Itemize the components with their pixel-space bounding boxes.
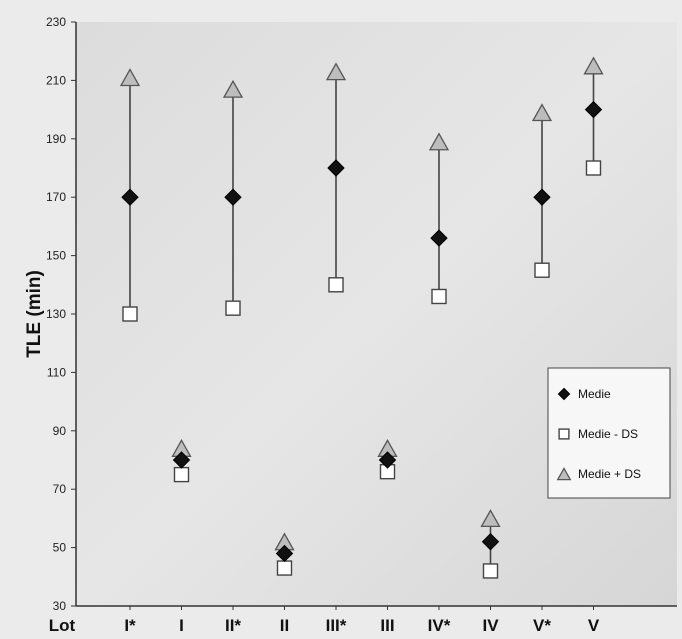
legend-marker-diamond <box>557 387 571 401</box>
legend-label: Medie + DS <box>578 467 641 481</box>
data-point-triangle <box>531 103 553 122</box>
x-axis-prefix: Lot <box>49 616 76 635</box>
legend-label: Medie - DS <box>578 427 638 441</box>
plot-area-group <box>76 22 677 606</box>
data-point-square <box>482 563 499 579</box>
legend-label: Medie <box>578 387 611 401</box>
x-tick-label: III* <box>326 616 347 635</box>
y-tick-label: 30 <box>53 599 67 613</box>
data-point-triangle <box>480 509 501 528</box>
data-point-diamond <box>584 100 603 119</box>
y-tick-label: 210 <box>46 73 66 87</box>
data-point-diamond <box>533 188 551 206</box>
y-tick-label: 230 <box>46 15 66 29</box>
data-point-square <box>173 466 190 483</box>
data-point-triangle <box>428 132 450 151</box>
legend: Medie Medie - DS Medie + DS <box>547 367 671 499</box>
data-point-diamond <box>121 188 139 206</box>
x-tick-label: IV* <box>428 616 451 635</box>
legend-marker-square <box>558 428 570 440</box>
x-tick-label: I <box>179 616 184 635</box>
data-point-square <box>122 306 138 322</box>
x-tick-label: III <box>380 616 394 635</box>
data-point-square <box>276 560 293 576</box>
data-point-diamond <box>481 533 500 551</box>
data-point-triangle <box>119 68 141 87</box>
data-point-diamond <box>378 451 397 469</box>
data-point-triangle <box>325 62 347 81</box>
y-axis-title: TLE (min) <box>24 270 45 358</box>
data-point-diamond <box>172 451 191 469</box>
y-tick-label: 150 <box>46 249 66 263</box>
data-point-diamond <box>327 159 345 177</box>
data-point-diamond <box>224 188 242 206</box>
y-tick-label: 110 <box>47 365 66 379</box>
x-tick-label: IV <box>482 616 499 635</box>
data-point-square <box>328 277 344 293</box>
markers-group <box>119 56 604 579</box>
data-point-square <box>585 160 602 176</box>
x-tick-label: V* <box>533 616 551 635</box>
y-tick-label: 70 <box>53 482 67 496</box>
data-point-triangle <box>222 79 244 98</box>
data-point-diamond <box>275 544 294 563</box>
data-point-square <box>534 262 550 278</box>
x-tick-label: I* <box>124 616 136 635</box>
x-tick-label: II* <box>225 616 241 635</box>
x-tick-label: II <box>280 616 289 635</box>
plot-area <box>76 22 677 606</box>
data-point-triangle <box>583 56 604 75</box>
y-tick-label: 50 <box>53 541 67 555</box>
y-tick-label: 170 <box>46 190 66 204</box>
y-tick-label: 130 <box>46 307 66 321</box>
y-tick-label: 190 <box>46 132 66 146</box>
data-point-square <box>225 300 241 316</box>
x-tick-label: V <box>588 616 600 635</box>
data-point-square <box>431 288 447 305</box>
y-tick-label: 90 <box>53 424 67 438</box>
data-point-diamond <box>430 229 448 247</box>
legend-marker-triangle <box>556 467 572 481</box>
